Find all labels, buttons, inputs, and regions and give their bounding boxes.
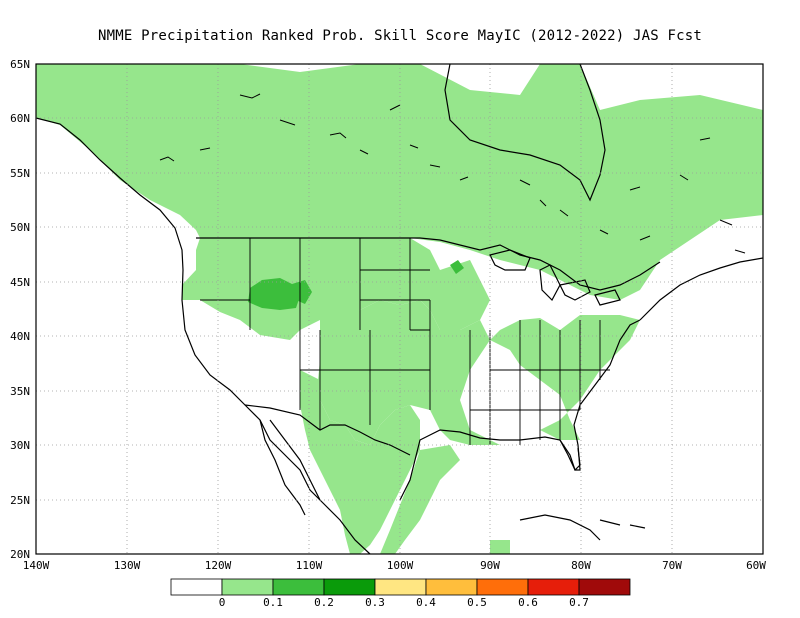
lat-label: 40N <box>10 330 30 343</box>
coastline-gulf <box>399 319 641 501</box>
lon-label: 110W <box>296 559 323 572</box>
grid-lines <box>36 64 763 554</box>
skill-region-northwest <box>182 238 490 340</box>
colorbar-swatch <box>170 578 223 596</box>
colorbar-swatch <box>527 578 580 596</box>
lat-label: 65N <box>10 58 30 71</box>
coastline-northeast <box>639 257 764 321</box>
lat-label: 50N <box>10 221 30 234</box>
lat-label: 60N <box>10 112 30 125</box>
skill-fill-0-1 <box>36 64 763 554</box>
map-frame <box>35 63 764 555</box>
map-panel <box>35 63 764 555</box>
skill-region-wyoming <box>292 280 312 304</box>
colorbar-label: 0.2 <box>314 596 334 609</box>
colorbar-label: 0.7 <box>569 596 589 609</box>
colorbar-swatch <box>272 578 325 596</box>
colorbar-label: 0.1 <box>263 596 283 609</box>
lat-label: 20N <box>10 548 30 561</box>
colorbar-swatch <box>578 578 631 596</box>
coastline-caribbean <box>519 514 646 541</box>
skill-region-mexico-south <box>380 445 460 554</box>
lat-label: 35N <box>10 385 30 398</box>
colorbar-label: 0.3 <box>365 596 385 609</box>
skill-region-central <box>318 300 640 445</box>
lon-label: 130W <box>114 559 141 572</box>
coastline-baja <box>259 419 306 516</box>
colorbar-label: 0.5 <box>467 596 487 609</box>
skill-region-canada-west <box>36 64 763 300</box>
lat-axis: 65N 60N 55N 50N 45N 40N 35N 30N 25N 20N <box>10 58 30 561</box>
lon-label: 140W <box>23 559 50 572</box>
colorbar-swatch <box>476 578 529 596</box>
great-lakes <box>489 249 621 306</box>
colorbar: 0 0.1 0.2 0.3 0.4 0.5 0.6 0.7 <box>170 578 631 609</box>
colorbar-swatch <box>323 578 376 596</box>
lon-label: 70W <box>662 559 682 572</box>
lon-label: 80W <box>571 559 591 572</box>
lat-label: 25N <box>10 494 30 507</box>
lat-label: 30N <box>10 439 30 452</box>
skill-region-caribbean <box>490 540 510 554</box>
colorbar-label: 0 <box>219 596 226 609</box>
lon-label: 60W <box>746 559 766 572</box>
colorbar-label: 0.4 <box>416 596 436 609</box>
lon-label: 120W <box>205 559 232 572</box>
coastline-gulf-california <box>269 419 321 501</box>
lat-label: 45N <box>10 276 30 289</box>
coastline-west <box>35 117 371 555</box>
skill-region-idaho <box>248 278 300 310</box>
colorbar-swatch <box>221 578 274 596</box>
coastline-hudson-bay <box>444 63 606 202</box>
state-lines <box>200 238 610 445</box>
lon-axis: 140W 130W 120W 110W 100W 90W 80W 70W 60W <box>23 559 767 572</box>
lon-label: 100W <box>387 559 414 572</box>
arctic-coast <box>159 93 746 254</box>
border-mexico-us <box>244 404 411 456</box>
colorbar-label: 0.6 <box>518 596 538 609</box>
lat-label: 55N <box>10 167 30 180</box>
colorbar-swatch <box>425 578 478 596</box>
skill-fill-0-2 <box>248 260 464 310</box>
lon-label: 90W <box>480 559 500 572</box>
boundaries <box>35 63 764 555</box>
skill-region-minnesota <box>450 260 464 274</box>
map-title: NMME Precipitation Ranked Prob. Skill Sc… <box>97 28 702 44</box>
skill-region-mexico <box>300 370 420 554</box>
coastline-florida <box>559 439 581 472</box>
colorbar-swatch <box>374 578 427 596</box>
